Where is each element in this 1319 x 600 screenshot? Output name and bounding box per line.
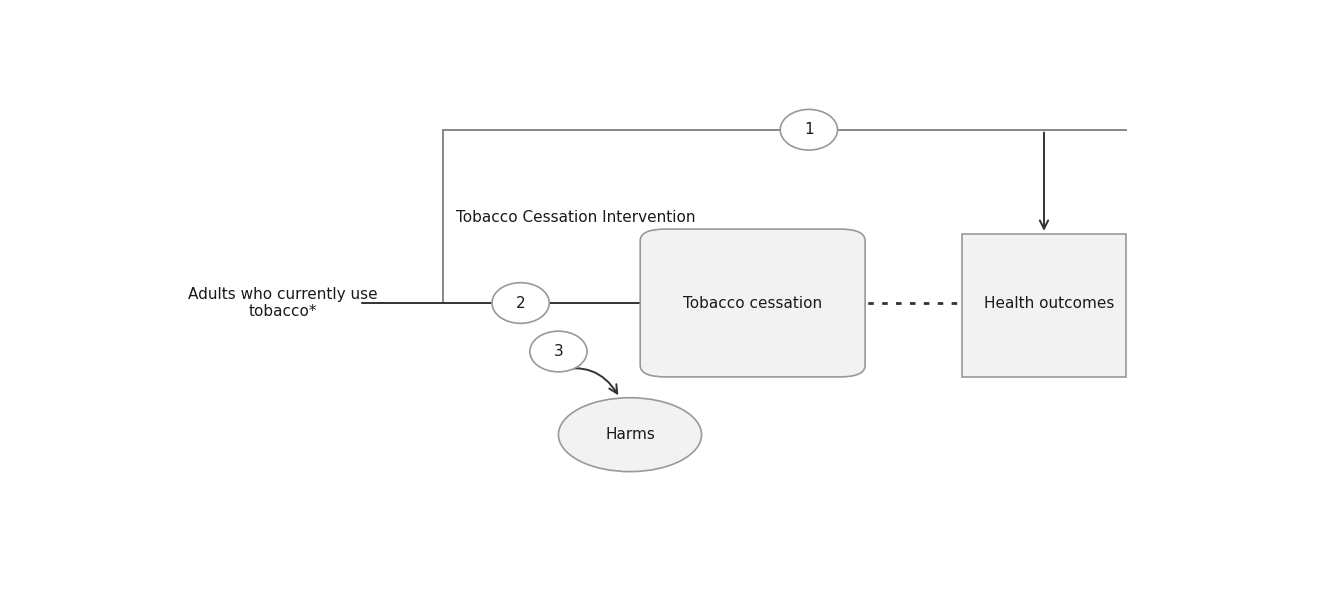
Text: 2: 2 (516, 295, 525, 311)
Ellipse shape (530, 331, 587, 372)
Text: Tobacco Cessation Intervention: Tobacco Cessation Intervention (456, 210, 695, 225)
Text: 1: 1 (805, 122, 814, 137)
FancyBboxPatch shape (963, 233, 1126, 377)
Text: Health outcomes: Health outcomes (984, 295, 1115, 311)
Text: Harms: Harms (605, 427, 656, 442)
Ellipse shape (492, 283, 549, 323)
FancyBboxPatch shape (640, 229, 865, 377)
Text: 3: 3 (554, 344, 563, 359)
Ellipse shape (558, 398, 702, 472)
Text: Adults who currently use
tobacco*: Adults who currently use tobacco* (187, 287, 377, 319)
Ellipse shape (781, 109, 838, 150)
Text: Tobacco cessation: Tobacco cessation (683, 295, 822, 311)
